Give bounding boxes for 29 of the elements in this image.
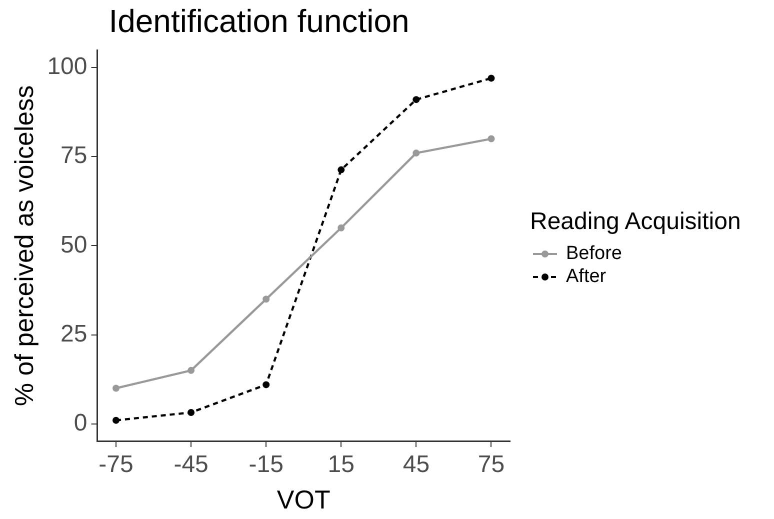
point — [412, 150, 420, 157]
y-tick-label: 75 — [60, 142, 88, 170]
y-tick-label: 50 — [60, 231, 88, 258]
x-tick-label: 15 — [328, 451, 354, 478]
x-tick-label: -75 — [98, 451, 134, 478]
point — [488, 74, 495, 82]
point — [188, 366, 195, 374]
x-tick-label: 75 — [478, 451, 505, 478]
legend-label: Before — [566, 242, 622, 264]
legend-label: After — [566, 266, 606, 288]
point — [338, 224, 345, 232]
y-tick-label: 0 — [74, 410, 88, 437]
legend-title: Reading Acquisition — [530, 208, 741, 236]
point — [412, 96, 420, 104]
chart-title: Identification function — [108, 3, 410, 40]
point — [262, 296, 270, 303]
point — [112, 384, 120, 392]
y-axis-title: % of perceived as voiceless — [8, 85, 39, 406]
point — [262, 381, 270, 388]
x-axis-title: VOT — [276, 484, 330, 515]
point — [488, 135, 495, 142]
x-tick-label: -15 — [248, 451, 284, 478]
y-tick-label: 25 — [60, 320, 88, 348]
x-tick-label: 45 — [402, 451, 430, 478]
point — [112, 416, 120, 424]
y-tick-label: 100 — [47, 53, 88, 80]
point — [338, 166, 345, 174]
point — [188, 408, 195, 416]
x-tick-label: -45 — [174, 451, 208, 478]
